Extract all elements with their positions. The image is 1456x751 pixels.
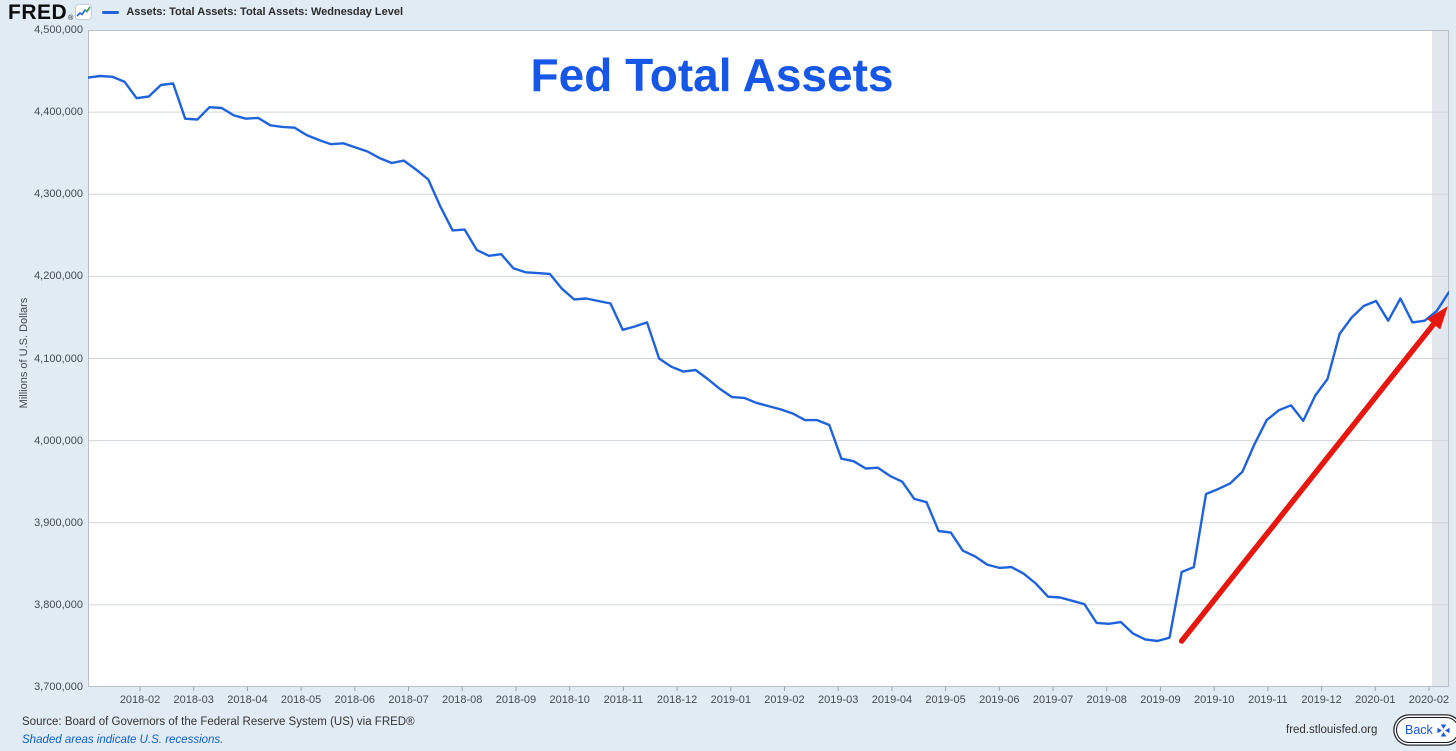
header-bar: FRED ® Assets: Total Assets: Total Assets…: [0, 0, 1456, 24]
plot-area[interactable]: [88, 30, 1449, 693]
x-tick-label: 2019-06: [979, 694, 1020, 706]
y-tick-label: 3,800,000: [34, 598, 83, 611]
x-tick-label: 2019-01: [710, 694, 751, 706]
y-tick-label: 3,900,000: [34, 516, 83, 529]
x-tick-label: 2019-09: [1140, 694, 1181, 706]
y-tick-label: 4,000,000: [34, 434, 83, 447]
x-tick-label: 2018-06: [334, 694, 376, 706]
x-tick-label: 2019-12: [1301, 694, 1342, 706]
fred-logo-text: FRED: [8, 0, 68, 24]
x-tick-label: 2019-08: [1086, 694, 1127, 706]
data-line[interactable]: [88, 74, 1449, 643]
collapse-arrows-icon: [1437, 723, 1450, 737]
annotation-arrow-shaft: [1178, 318, 1439, 644]
source-note: Source: Board of Governors of the Federa…: [22, 716, 415, 728]
x-tick-label: 2018-09: [495, 694, 537, 706]
x-tick-label: 2019-05: [925, 694, 966, 706]
y-tick-label: 4,500,000: [34, 24, 83, 36]
x-tick-label: 2018-08: [442, 694, 483, 706]
back-button-label: Back: [1405, 723, 1433, 737]
x-tick-label: 2019-03: [818, 694, 859, 706]
series-legend-label: Assets: Total Assets: Total Assets: Wedn…: [126, 6, 404, 18]
x-tick-label: 2019-10: [1193, 694, 1235, 706]
x-tick-label: 2018-02: [119, 694, 161, 706]
x-tick-label: 2018-04: [227, 694, 268, 706]
x-tick-label: 2018-05: [280, 694, 322, 706]
x-tick-label: 2020-01: [1355, 694, 1396, 706]
x-tick-label: 2018-11: [603, 694, 644, 706]
x-tick-label: 2019-04: [871, 694, 913, 706]
series-legend[interactable]: Assets: Total Assets: Total Assets: Wedn…: [102, 6, 403, 18]
chart-title: Fed Total Assets: [530, 49, 894, 101]
plot-border: [88, 30, 1449, 687]
fred-logo-registered-mark: ®: [68, 14, 74, 22]
x-tick-label: 2018-12: [656, 694, 698, 706]
fred-sparkline-icon: [75, 4, 93, 20]
series-color-swatch: [102, 10, 120, 14]
x-tick-label: 2018-07: [388, 694, 429, 706]
x-tick-label: 2020-02: [1408, 694, 1450, 706]
y-tick-label: 4,200,000: [34, 270, 83, 283]
annotation-arrow-head: [1426, 306, 1448, 330]
site-url: fred.stlouisfed.org: [1286, 724, 1378, 736]
x-tick-label: 2019-07: [1032, 694, 1074, 706]
y-tick-label: 4,100,000: [34, 352, 83, 365]
x-tick-label: 2018-10: [549, 694, 590, 706]
x-tick-label: 2019-02: [764, 694, 805, 706]
y-tick-label: 4,300,000: [34, 188, 83, 201]
recession-note-link[interactable]: Shaded areas indicate U.S. recessions.: [22, 734, 224, 746]
y-tick-label: 3,700,000: [34, 681, 83, 693]
x-tick-label: 2019-11: [1248, 694, 1288, 706]
fred-logo[interactable]: FRED ®: [8, 0, 93, 24]
back-button[interactable]: Back: [1396, 717, 1456, 743]
x-tick-label: 2018-03: [173, 694, 214, 706]
y-tick-label: 4,400,000: [34, 106, 83, 119]
